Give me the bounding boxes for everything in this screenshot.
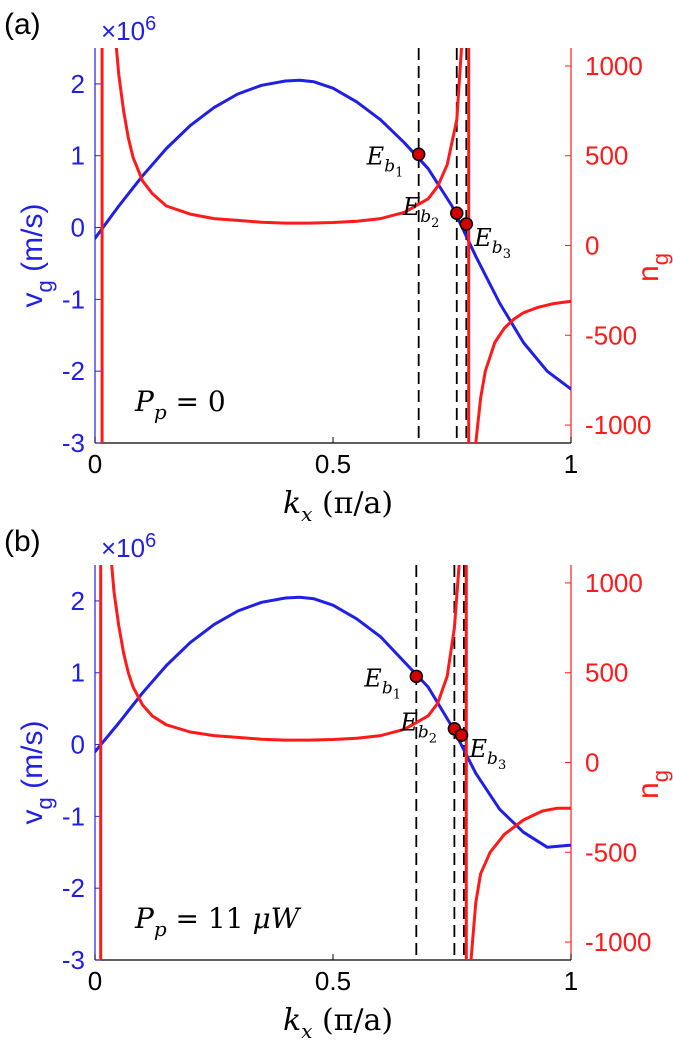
marker-point [450, 206, 464, 220]
left-scale-label: ×106 [101, 530, 156, 563]
marker-label: Eb3 [469, 735, 507, 773]
y-left-tick-label: 1 [71, 658, 85, 688]
x-tick-label: 0.5 [315, 966, 351, 996]
annotation: Pp = 0 [134, 385, 226, 424]
x-tick-label: 1 [564, 966, 578, 996]
x-tick-label: 0 [88, 966, 102, 996]
y-left-tick-label: 2 [71, 69, 85, 99]
y-left-tick-label: 0 [71, 730, 85, 760]
y-right-tick-label: 500 [585, 141, 628, 171]
annotation: Pp = 11 μW [134, 902, 302, 941]
left-scale-label: ×106 [101, 13, 156, 46]
ng-curve [469, 806, 571, 960]
y-left-axis-title: vg (m/s) [16, 204, 57, 308]
plot-area [95, 48, 571, 443]
x-tick-label: 0 [88, 449, 102, 479]
y-right-tick-label: 1000 [585, 568, 643, 598]
panel-a: (a) ×106 0 0.5 1 -3 -2 -1 0 1 2 -1000 -500 0 500 1000 Eb… [4, 8, 673, 526]
y-left-axis-title: vg (m/s) [16, 721, 57, 825]
ng-curve [474, 299, 571, 443]
vg-curve [95, 595, 571, 849]
y-right-tick-label: -1000 [585, 927, 652, 957]
marker-label: Eb2 [399, 709, 437, 747]
ng-curve [110, 565, 461, 742]
y-left-tick-label: -3 [62, 428, 85, 458]
marker-point [459, 217, 474, 231]
marker-point [411, 147, 426, 162]
x-axis-title: kx (π/a) [283, 1003, 393, 1043]
y-right-tick-label: -500 [585, 837, 637, 867]
plot-area [95, 565, 571, 960]
vg-curve [95, 78, 571, 391]
y-left-tick-label: -2 [62, 873, 85, 903]
marker-label: Eb1 [363, 664, 401, 702]
y-left-tick-label: 0 [71, 213, 85, 243]
y-right-tick-label: -1000 [585, 410, 652, 440]
x-axis-title: kx (π/a) [283, 486, 393, 526]
y-right-axis-title: ng [632, 253, 673, 282]
y-right-tick-label: 0 [585, 231, 599, 261]
y-right-tick-label: 1000 [585, 51, 643, 81]
y-right-tick-label: -500 [585, 320, 637, 350]
marker-label: Eb1 [366, 142, 404, 180]
panel-label: (a) [4, 8, 41, 41]
x-tick-label: 1 [564, 449, 578, 479]
ng-curve [114, 48, 463, 225]
marker-point [454, 728, 469, 742]
y-left-tick-label: -1 [62, 284, 85, 314]
y-right-axis-title: ng [632, 770, 673, 799]
y-left-tick-label: 2 [71, 586, 85, 616]
marker-point [409, 669, 424, 684]
y-left-tick-label: -2 [62, 356, 85, 386]
y-left-tick-label: -3 [62, 945, 85, 975]
y-left-tick-label: 1 [71, 141, 85, 171]
marker-label: Eb2 [402, 193, 440, 231]
panel-label: (b) [4, 525, 41, 558]
x-tick-label: 0.5 [315, 449, 351, 479]
y-left-tick-label: -1 [62, 801, 85, 831]
y-right-tick-label: 0 [585, 748, 599, 778]
y-right-tick-label: 500 [585, 658, 628, 688]
panel-b: (b) ×106 0 0.5 1 -3 -2 -1 0 1 2 -1000 -500 0 500 1000 Eb… [4, 525, 673, 1043]
marker-label: Eb3 [473, 224, 511, 262]
